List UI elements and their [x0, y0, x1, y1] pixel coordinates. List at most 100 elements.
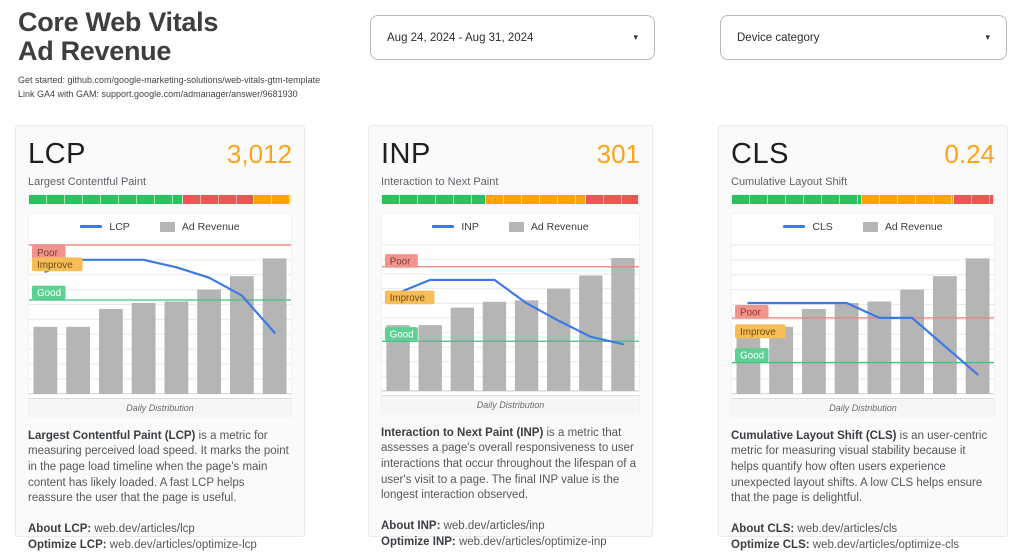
legend-label: LCP [109, 220, 130, 233]
lcp-card: LCP 3,012 Largest Contentful Paint LCP A… [15, 125, 305, 551]
optimize-line: Optimize INP: web.dev/articles/optimize-… [381, 534, 640, 550]
link-ga4-link-text: Link GA4 with GAM: support.google.com/ad… [18, 89, 298, 99]
revenue-bar [450, 307, 474, 391]
x-axis-label: Daily Distribution [28, 397, 292, 418]
revenue-bar [98, 308, 123, 394]
revenue-bar [262, 258, 287, 394]
bar-series-icon [862, 221, 878, 232]
date-range-dropdown[interactable]: Aug 24, 2024 - Aug 31, 2024 ▾ [370, 15, 655, 60]
metric-links: About INP: web.dev/articles/inp Optimize… [381, 518, 640, 550]
about-label: About LCP: [28, 522, 92, 535]
improve-label-text: Improve [390, 293, 425, 304]
distribution-segment-green [382, 195, 486, 204]
about-url: web.dev/articles/inp [440, 519, 545, 532]
metric-description-bold: Interaction to Next Paint (INP) [381, 426, 544, 439]
revenue-bar [965, 258, 990, 394]
report-header: Core Web Vitals Ad Revenue Get started: … [18, 8, 320, 101]
metric-title: LCP [28, 138, 86, 170]
optimize-url: web.dev/articles/optimize-cls [809, 538, 960, 551]
revenue-bar [769, 326, 794, 394]
caret-down-icon: ▾ [633, 32, 638, 42]
about-label: About INP: [381, 519, 441, 532]
metric-links: About CLS: web.dev/articles/cls Optimize… [731, 521, 995, 553]
device-category-value: Device category [737, 31, 820, 44]
x-axis-label: Daily Distribution [381, 394, 640, 415]
legend-label: Ad Revenue [181, 220, 240, 233]
revenue-bar [547, 288, 571, 391]
metric-line [44, 258, 276, 334]
report-title: Core Web Vitals Ad Revenue [18, 8, 320, 66]
cls-card: CLS 0.24 Cumulative Layout Shift CLS Ad … [718, 125, 1008, 551]
legend-item-ad-revenue: Ad Revenue [159, 220, 240, 233]
metric-description: Largest Contentful Paint (LCP) is a metr… [28, 429, 292, 507]
about-url: web.dev/articles/lcp [91, 522, 195, 535]
revenue-bar [900, 289, 925, 394]
legend-label: CLS [812, 220, 833, 233]
legend-item-ad-revenue: Ad Revenue [862, 221, 943, 233]
bar-series-icon [159, 221, 175, 232]
good-label-badge [384, 327, 418, 341]
metric-description: Interaction to Next Paint (INP) is a met… [381, 426, 640, 504]
chart-legend: INP Ad Revenue [382, 214, 639, 239]
about-line: About CLS: web.dev/articles/cls [731, 521, 995, 537]
improve-label-badge [734, 324, 786, 339]
poor-label-badge [31, 245, 66, 260]
poor-label-badge [384, 254, 418, 268]
metric-description-text: is an user-centric metric for measuring … [731, 429, 988, 505]
metric-title: CLS [731, 138, 789, 170]
metric-value: 301 [596, 139, 640, 169]
distribution-segment-orange [862, 195, 954, 204]
optimize-label: Optimize INP: [381, 535, 456, 548]
revenue-bar [801, 308, 826, 394]
revenue-bar [867, 301, 892, 394]
metric-description-bold: Largest Contentful Paint (LCP) [28, 429, 196, 442]
report-title-line2: Ad Revenue [18, 36, 172, 66]
revenue-bar [33, 326, 58, 394]
distribution-bar [731, 194, 995, 205]
distribution-segment-red [585, 195, 639, 204]
good-label-badge [31, 285, 66, 300]
revenue-bar [229, 276, 254, 394]
improve-label-text: Improve [37, 260, 73, 271]
metric-description-bold: Cumulative Layout Shift (CLS) [731, 429, 897, 442]
distribution-segment-green [29, 195, 183, 204]
revenue-bar [197, 289, 222, 394]
device-category-dropdown[interactable]: Device category ▾ [720, 15, 1007, 60]
metric-subtitle: Largest Contentful Paint [28, 176, 147, 188]
optimize-url: web.dev/articles/optimize-inp [455, 535, 607, 548]
good-label-text: Good [390, 329, 414, 340]
legend-label: INP [461, 220, 479, 233]
metric-subtitle: Cumulative Layout Shift [731, 176, 848, 188]
inp-card: INP 301 Interaction to Next Paint INP Ad… [368, 125, 653, 548]
good-label-badge [734, 348, 769, 363]
revenue-bar [834, 303, 859, 394]
revenue-bar [611, 257, 635, 391]
improve-label-badge [384, 290, 435, 305]
chart-legend: LCP Ad Revenue [29, 214, 291, 239]
metric-value: 0.24 [944, 139, 995, 169]
metric-line [747, 301, 979, 376]
legend-item-metric: CLS [783, 220, 833, 233]
distribution-segment-green [732, 195, 863, 204]
metric-subtitle: Interaction to Next Paint [381, 176, 499, 188]
distribution-segment-orange [254, 195, 291, 204]
revenue-bar [66, 326, 91, 394]
distribution-bar [381, 194, 640, 205]
legend-item-ad-revenue: Ad Revenue [508, 220, 589, 233]
revenue-bar [131, 303, 156, 394]
report-title-line1: Core Web Vitals [18, 7, 219, 37]
date-range-value: Aug 24, 2024 - Aug 31, 2024 [387, 31, 534, 44]
improve-label-text: Improve [740, 327, 776, 338]
line-series-icon [783, 225, 806, 228]
poor-label-badge [734, 304, 769, 319]
card-header: CLS 0.24 [731, 138, 995, 171]
legend-label: Ad Revenue [530, 220, 589, 233]
revenue-bar [579, 275, 603, 391]
metric-links: About LCP: web.dev/articles/lcp Optimize… [28, 521, 292, 553]
about-line: About INP: web.dev/articles/inp [381, 518, 640, 534]
distribution-segment-red [182, 195, 255, 204]
distribution-segment-orange [485, 195, 586, 204]
